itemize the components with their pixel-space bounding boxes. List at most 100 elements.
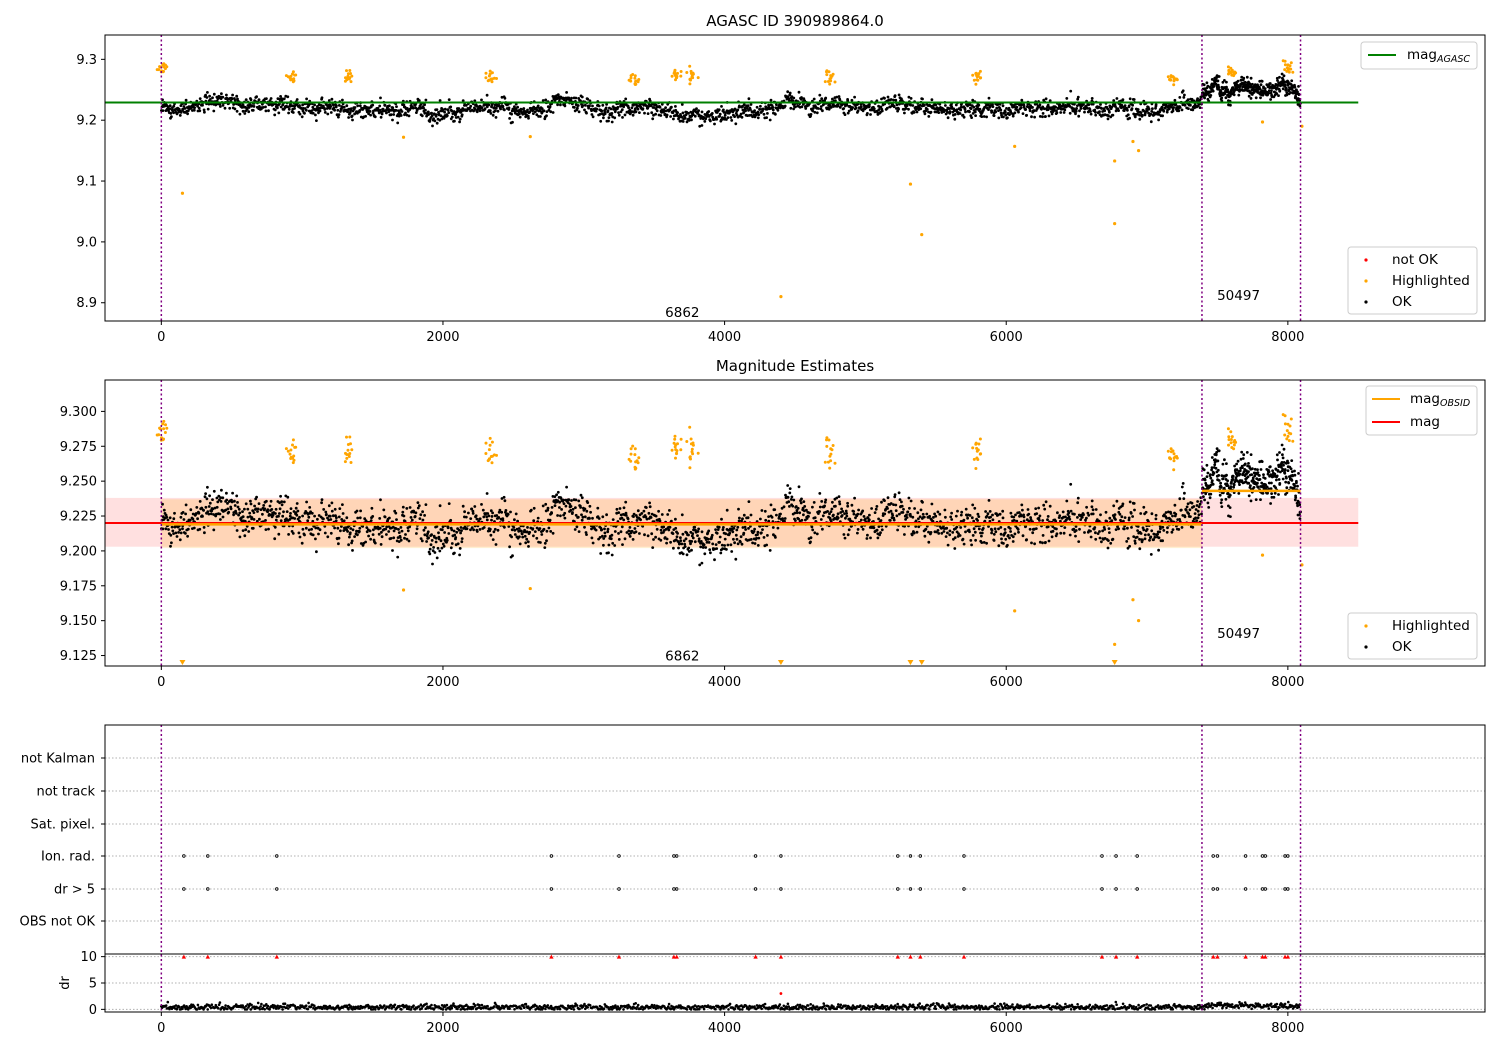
ok-point <box>170 541 173 545</box>
ok-point <box>326 535 330 539</box>
ok-point <box>306 519 310 523</box>
ok-point <box>652 538 655 541</box>
ok-point <box>912 531 916 535</box>
ok-point <box>586 501 590 504</box>
ok-point <box>953 547 957 550</box>
ok-point <box>1165 516 1168 520</box>
ok-point <box>999 108 1003 112</box>
ok-point <box>235 94 239 98</box>
ok-point <box>736 108 740 112</box>
ok-point <box>991 513 994 517</box>
ok-point <box>1003 528 1007 531</box>
ok-point <box>1012 515 1016 519</box>
ok-point <box>411 106 415 110</box>
ok-point <box>672 546 675 550</box>
ok-point <box>1127 516 1131 520</box>
ok-point <box>670 105 673 109</box>
ok-point <box>1206 84 1210 88</box>
panel-agasc: AGASC ID 390989864.0 0 2000 4000 6000 80008.… <box>76 12 1486 345</box>
ok-point <box>250 104 254 107</box>
ok-point <box>804 107 808 110</box>
ok-point <box>336 108 340 112</box>
ok-point <box>729 543 733 547</box>
ok-point <box>864 106 868 110</box>
ok-point <box>307 528 311 532</box>
ok-point <box>278 512 281 515</box>
ok-point <box>1033 542 1036 546</box>
ok-point <box>585 533 588 536</box>
ok-point <box>1001 509 1005 513</box>
ok-point <box>280 98 284 102</box>
ok-point <box>212 528 216 532</box>
ok-point <box>1131 515 1134 518</box>
ok-point <box>580 95 584 99</box>
ok-point <box>961 113 965 117</box>
ok-point <box>745 106 749 110</box>
ok-point <box>786 484 790 487</box>
ok-point <box>583 525 586 529</box>
ok-point <box>383 515 387 519</box>
ok-point <box>437 531 440 535</box>
ok-point <box>929 110 933 114</box>
ok-point <box>1139 532 1143 535</box>
ok-point <box>749 538 753 541</box>
ok-point <box>997 109 1000 112</box>
ok-point <box>970 543 973 547</box>
ok-point <box>341 503 344 506</box>
ok-point <box>742 103 746 106</box>
ok-point <box>1027 512 1031 516</box>
ok-point <box>837 495 841 498</box>
ok-point <box>813 531 817 535</box>
ok-point <box>1126 537 1130 540</box>
ok-point <box>971 112 975 115</box>
ok-point <box>907 95 911 99</box>
ok-point <box>526 108 529 112</box>
ok-point <box>558 506 561 509</box>
ok-point <box>1191 108 1195 112</box>
ok-point <box>423 103 426 107</box>
ok-point <box>1188 508 1192 512</box>
ok-point <box>897 107 900 111</box>
ok-point <box>829 510 833 513</box>
ok-point <box>1172 106 1175 109</box>
ok-point <box>676 111 679 114</box>
ok-point <box>1154 103 1158 107</box>
ok-point <box>1034 527 1038 530</box>
ok-point <box>329 111 333 114</box>
ok-point <box>576 104 580 107</box>
ok-point <box>273 525 277 529</box>
ok-point <box>1254 96 1258 100</box>
ok-point <box>1133 508 1136 512</box>
ok-point <box>969 539 973 542</box>
ok-point <box>666 102 670 106</box>
ok-point <box>329 105 333 108</box>
ok-point <box>1031 531 1035 535</box>
ok-point <box>1143 537 1147 541</box>
ok-point <box>378 104 382 108</box>
ok-point <box>518 115 522 119</box>
ok-point <box>565 485 568 489</box>
ok-point <box>407 114 411 118</box>
ok-point <box>536 516 540 520</box>
ok-point <box>916 511 920 515</box>
ok-point <box>1216 83 1220 87</box>
ok-point <box>992 539 996 542</box>
ok-point <box>264 105 267 109</box>
highlighted-point <box>685 71 689 74</box>
ok-point <box>674 526 678 530</box>
ok-point <box>742 513 746 517</box>
ok-point <box>1104 510 1108 514</box>
ok-point <box>184 98 188 102</box>
ok-point <box>911 104 915 107</box>
ok-point <box>681 111 685 115</box>
ok-point <box>333 507 337 511</box>
ok-point <box>1220 96 1224 100</box>
ok-point <box>1115 97 1119 100</box>
ok-point <box>1195 519 1199 522</box>
ok-point <box>764 105 768 109</box>
ok-point <box>1067 511 1071 515</box>
ok-point <box>1276 79 1279 82</box>
ok-point <box>555 493 558 497</box>
ok-point <box>990 109 994 113</box>
ok-point <box>704 546 708 549</box>
